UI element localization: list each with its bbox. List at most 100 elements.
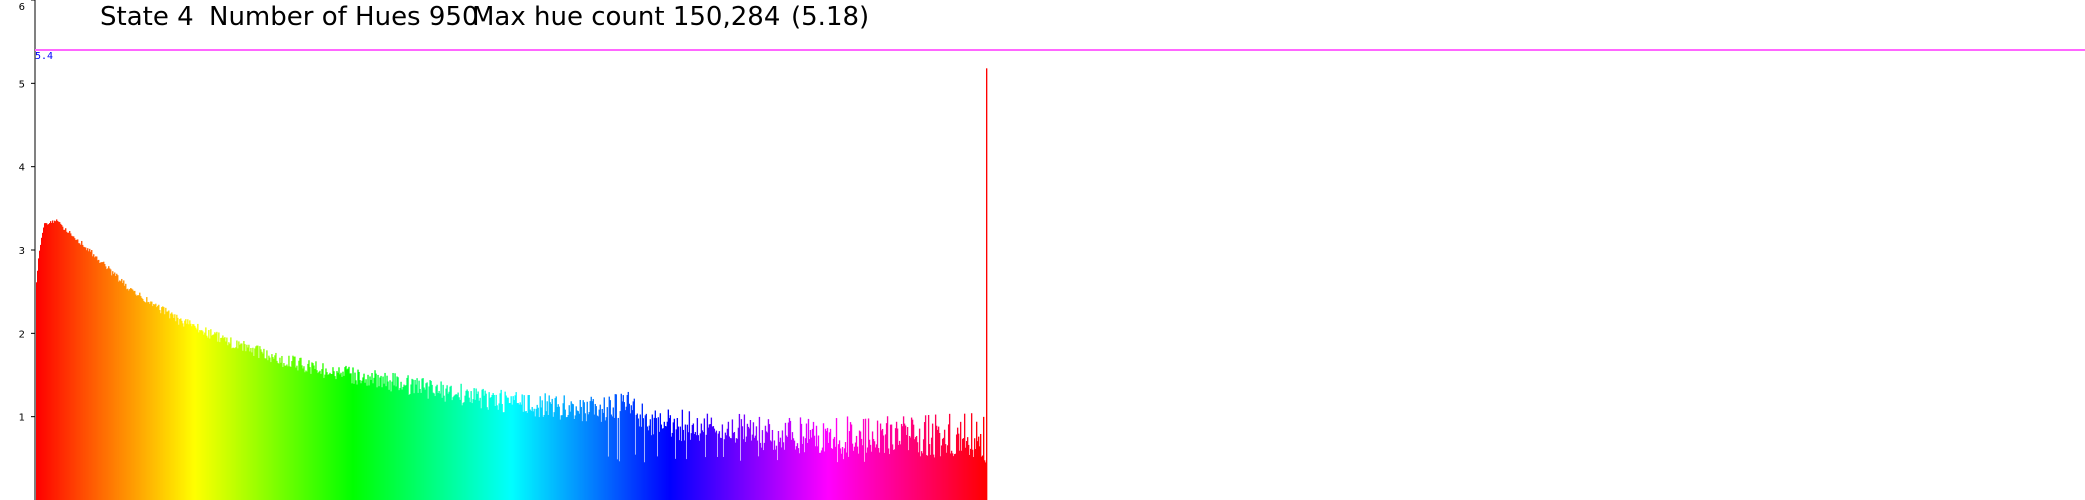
histogram-bar bbox=[165, 307, 167, 500]
histogram-bar bbox=[270, 362, 272, 500]
histogram-bar bbox=[968, 454, 971, 500]
histogram-bar bbox=[797, 448, 800, 500]
histogram-bar bbox=[694, 432, 697, 500]
histogram-bar bbox=[260, 349, 262, 500]
histogram-bar bbox=[663, 421, 666, 500]
histogram-bar bbox=[889, 424, 892, 500]
histogram-bar bbox=[621, 401, 623, 500]
histogram-bar bbox=[104, 264, 106, 500]
histogram-bar bbox=[155, 303, 157, 500]
histogram-bar bbox=[273, 358, 275, 500]
histogram-bar bbox=[613, 417, 615, 500]
histogram-bar bbox=[623, 402, 625, 500]
histogram-bar bbox=[333, 371, 335, 500]
histogram-bar bbox=[722, 456, 725, 500]
histogram-bar bbox=[134, 290, 136, 500]
histogram-bar bbox=[839, 448, 842, 500]
histogram-bar bbox=[942, 437, 945, 500]
histogram-bar bbox=[226, 337, 228, 500]
histogram-bar bbox=[845, 452, 848, 500]
histogram-bar bbox=[324, 374, 326, 500]
histogram-bar bbox=[390, 391, 392, 500]
histogram-bar bbox=[712, 426, 715, 500]
histogram-bar bbox=[697, 435, 700, 500]
histogram-bar bbox=[915, 435, 918, 500]
histogram-bar bbox=[290, 366, 292, 500]
histogram-bar bbox=[99, 263, 101, 500]
histogram-bar bbox=[332, 367, 334, 500]
histogram-bar bbox=[83, 246, 85, 500]
histogram-bar bbox=[645, 413, 647, 500]
histogram-bar bbox=[780, 447, 783, 500]
histogram-bar bbox=[698, 440, 701, 500]
histogram-bar bbox=[601, 408, 603, 500]
histogram-bar bbox=[38, 258, 40, 500]
histogram-bar bbox=[565, 417, 567, 500]
histogram-bar bbox=[77, 239, 79, 500]
histogram-bar bbox=[869, 444, 872, 500]
histogram-bar bbox=[928, 444, 931, 500]
histogram-bar bbox=[171, 312, 173, 500]
histogram-bar bbox=[572, 404, 574, 500]
histogram-bar bbox=[961, 438, 964, 500]
y-tick-label: 5 bbox=[19, 79, 25, 90]
histogram-bar bbox=[662, 428, 665, 500]
histogram-bar bbox=[896, 428, 899, 500]
histogram-bar bbox=[814, 446, 817, 500]
histogram-bar bbox=[85, 247, 87, 500]
histogram-bar bbox=[95, 256, 97, 500]
histogram-bar bbox=[678, 440, 681, 500]
histogram-bar bbox=[593, 414, 595, 500]
histogram-bar bbox=[498, 403, 500, 500]
histogram-bar bbox=[711, 426, 714, 500]
histogram-bar bbox=[756, 440, 759, 500]
histogram-bar bbox=[840, 453, 843, 500]
histogram-bar bbox=[531, 407, 533, 500]
histogram-bar bbox=[126, 289, 128, 500]
histogram-bar bbox=[311, 362, 313, 500]
histogram-bar bbox=[981, 455, 984, 500]
histogram-bar bbox=[370, 379, 372, 500]
histogram-bar bbox=[271, 354, 273, 500]
histogram-bar bbox=[847, 456, 850, 500]
histogram-bar bbox=[533, 408, 535, 500]
histogram-bar bbox=[225, 341, 227, 500]
histogram-bar bbox=[716, 456, 719, 500]
histogram-bar bbox=[516, 403, 518, 500]
histogram-bar bbox=[108, 266, 110, 500]
histogram-bar bbox=[720, 438, 723, 500]
histogram-bar bbox=[702, 432, 705, 500]
histogram-bar bbox=[143, 301, 145, 500]
histogram-bar bbox=[706, 413, 709, 500]
histogram-bar bbox=[100, 262, 102, 500]
histogram-bar bbox=[449, 386, 451, 500]
histogram-bar bbox=[959, 421, 962, 500]
histogram-bar bbox=[739, 460, 742, 500]
histogram-bar bbox=[513, 400, 515, 500]
histogram-bar bbox=[769, 440, 772, 500]
histogram-bar bbox=[338, 367, 340, 500]
histogram-bar bbox=[65, 228, 67, 500]
histogram-bar bbox=[127, 288, 129, 500]
histogram-bar bbox=[897, 444, 900, 500]
histogram-bar bbox=[135, 294, 137, 500]
histogram-bar bbox=[518, 404, 520, 500]
histogram-bar bbox=[494, 405, 496, 500]
histogram-bar bbox=[949, 453, 952, 500]
histogram-bar bbox=[555, 396, 557, 500]
histogram-bar bbox=[192, 324, 194, 500]
histogram-bar bbox=[314, 369, 316, 500]
histogram-bar bbox=[378, 386, 380, 500]
histogram-bar bbox=[683, 440, 686, 500]
histogram-bar bbox=[354, 372, 356, 500]
histogram-bar bbox=[778, 441, 781, 500]
histogram-bar bbox=[92, 256, 94, 500]
histogram-bar bbox=[910, 417, 913, 500]
histogram-bar bbox=[186, 323, 188, 500]
histogram-bar bbox=[70, 233, 72, 500]
histogram-bar bbox=[199, 330, 201, 500]
histogram-bar bbox=[362, 377, 364, 500]
histogram-bar bbox=[322, 363, 324, 500]
histogram-bar bbox=[413, 393, 415, 500]
